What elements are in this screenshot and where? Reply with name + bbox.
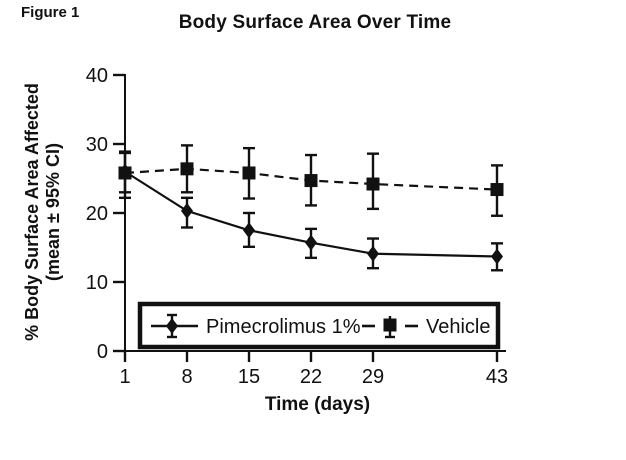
y-tick-label: 10 xyxy=(86,272,108,294)
square-marker xyxy=(304,174,318,188)
diamond-marker xyxy=(367,245,379,262)
square-marker xyxy=(490,183,504,197)
y-tick-label: 40 xyxy=(86,65,108,87)
diamond-marker xyxy=(181,202,193,219)
series-square xyxy=(118,144,504,217)
legend-label-pimecrolimus: Pimecrolimus 1% xyxy=(206,316,361,338)
x-tick-label: 22 xyxy=(300,366,322,388)
square-marker xyxy=(180,162,194,176)
square-marker xyxy=(366,177,380,191)
y-tick-label: 0 xyxy=(97,341,108,363)
solid-line xyxy=(124,170,498,258)
x-axis-label: Time (days) xyxy=(264,394,371,415)
legend-box xyxy=(137,301,501,350)
diamond-marker xyxy=(305,234,317,251)
square-marker xyxy=(118,166,132,180)
diamond-marker xyxy=(491,248,503,265)
legend: Pimecrolimus 1% Vehicle xyxy=(137,301,501,350)
figure-label: Figure 1 xyxy=(21,4,80,21)
square-marker xyxy=(242,166,256,180)
y-tick-label: 30 xyxy=(86,134,108,156)
chart-title: Body Surface Area Over Time xyxy=(178,12,452,33)
dashed-line xyxy=(124,167,498,191)
y-tick-label: 20 xyxy=(86,203,108,225)
axes: 0 10 20 30 40 1 8 15 22 29 43 xyxy=(86,65,508,388)
square-marker xyxy=(383,318,397,332)
x-tick-label: 15 xyxy=(238,366,260,388)
x-tick-label: 29 xyxy=(362,366,384,388)
diamond-marker xyxy=(243,222,255,239)
x-tick-label: 8 xyxy=(181,366,192,388)
series-diamond xyxy=(119,150,503,272)
x-tick-label: 43 xyxy=(486,366,508,388)
diamond-marker xyxy=(166,318,178,334)
x-tick-label: 1 xyxy=(119,366,130,388)
legend-label-vehicle: Vehicle xyxy=(426,316,491,338)
